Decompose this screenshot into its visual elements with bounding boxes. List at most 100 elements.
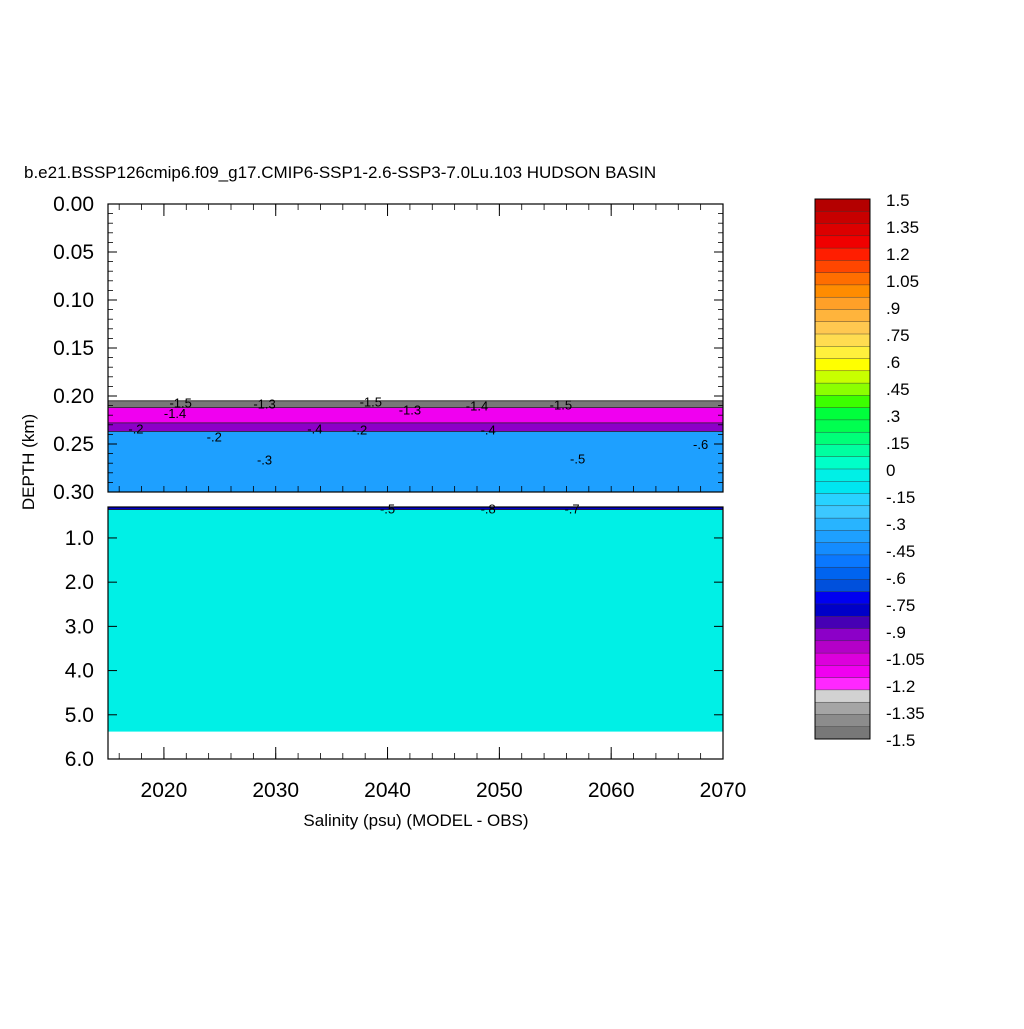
colorbar-swatch (814, 431, 871, 445)
colorbar-swatch (814, 211, 871, 225)
upper-panel-y-tick-label: 0.25 (53, 433, 94, 456)
colorbar-swatch (814, 358, 871, 372)
colorbar-swatch (814, 701, 871, 715)
colorbar-swatch (814, 677, 871, 691)
upper-panel-contour-label: -1.5 (550, 398, 572, 413)
colorbar-swatch (814, 591, 871, 605)
upper-panel-y-tick-label: 0.00 (53, 193, 94, 216)
colorbar-swatch (814, 493, 871, 507)
colorbar-label: -1.5 (886, 731, 915, 750)
lower-panel-contour-label: -.5 (380, 502, 395, 517)
upper-panel-y-tick-label: 0.15 (53, 337, 94, 360)
upper-panel-contour-label: -.3 (257, 452, 272, 467)
lower-panel-y-tick-label: 5.0 (65, 704, 94, 727)
x-axis: 2020 2030 2040 2050 2060 2070 (118, 204, 747, 802)
x-tick-label: 2070 (700, 779, 747, 802)
lower-panel-y-tick-label: 3.0 (65, 615, 94, 638)
colorbar-label: -.45 (886, 542, 915, 561)
lower-panel-y-tick-label: 4.0 (65, 660, 94, 683)
colorbar-label: -1.2 (886, 677, 915, 696)
colorbar-swatch (814, 235, 871, 249)
colorbar-label: -.6 (886, 569, 906, 588)
colorbar-label: 1.05 (886, 272, 919, 291)
colorbar-swatch (814, 628, 871, 642)
colorbar-swatch (814, 321, 871, 335)
upper-panel-contour-label: -1.5 (360, 395, 382, 410)
upper-panel: -1.5 -1.3 -1.5 -1.4 -1.5-1.3-1.4-.2-.2 -.2-.4… (53, 193, 724, 504)
colorbar-swatch (814, 468, 871, 482)
lower-panel-frame (107, 506, 724, 760)
colorbar-swatch (814, 247, 871, 261)
colorbar-swatch (814, 370, 871, 384)
colorbar-swatch (814, 444, 871, 458)
colorbar-swatch (814, 284, 871, 298)
chart-title: b.e21.BSSP126cmip6.f09_g17.CMIP6-SSP1-2.… (24, 163, 656, 182)
colorbar-swatch (814, 456, 871, 470)
colorbar-label: .3 (886, 407, 900, 426)
lower-panel-layer (108, 507, 723, 510)
colorbar-swatch (814, 505, 871, 519)
colorbar-swatch (814, 579, 871, 593)
upper-panel-layer (108, 422, 723, 432)
upper-panel-y-tick-label: 0.30 (53, 481, 94, 504)
upper-panel-y-tick-label: 0.10 (53, 289, 94, 312)
y-axis-label: DEPTH (km) (19, 414, 38, 510)
colorbar-swatch (814, 309, 871, 323)
colorbar-swatch (814, 407, 871, 421)
lower-panel: -.8 -.7 -.5 1.0 2.0 3.0 4.0 5.0 6.0 (65, 502, 724, 771)
colorbar-swatch (814, 223, 871, 237)
colorbar-swatch (814, 346, 871, 360)
upper-panel-contour-label: -.6 (693, 437, 708, 452)
upper-panel-contour-label: -.4 (481, 423, 496, 438)
x-tick-label: 2050 (476, 779, 523, 802)
colorbar-label: -.9 (886, 623, 906, 642)
lower-panel-contour-label: -.8 (481, 502, 496, 517)
upper-panel-contour-label: -1.3 (399, 402, 421, 417)
colorbar-label: 1.5 (886, 191, 910, 210)
colorbar-swatch (814, 603, 871, 617)
x-tick-label: 2040 (364, 779, 411, 802)
colorbar-swatch (814, 566, 871, 580)
colorbar-swatch (814, 481, 871, 495)
colorbar-swatch (814, 542, 871, 556)
upper-panel-contour-label: -1.4 (164, 406, 186, 421)
colorbar-swatch (814, 554, 871, 568)
colorbar-label: -.15 (886, 488, 915, 507)
lower-panel-layer (108, 509, 723, 732)
colorbar-swatch (814, 726, 871, 740)
upper-panel-contour-label: -1.5 (169, 396, 191, 411)
upper-panel-contour-label: -.2 (128, 422, 143, 437)
colorbar-swatch (814, 665, 871, 679)
upper-panel-contour-label: -.5 (570, 451, 585, 466)
colorbar-label: -1.05 (886, 650, 925, 669)
colorbar-swatch (814, 652, 871, 666)
colorbar-swatch (814, 616, 871, 630)
colorbar-swatch (814, 714, 871, 728)
colorbar: 1.5 1.35 1.2 1.05 .9 .75 .6 .45 .3 .15 0 -.15 -.3 -.4… (814, 191, 925, 750)
colorbar-swatch (814, 530, 871, 544)
colorbar-frame (814, 198, 871, 740)
colorbar-swatch (814, 198, 871, 212)
colorbar-label: .6 (886, 353, 900, 372)
upper-panel-contour-label: -.2 (207, 429, 222, 444)
upper-panel-contour-label: -1.4 (466, 399, 488, 414)
colorbar-swatch (814, 517, 871, 531)
colorbar-swatch (814, 640, 871, 654)
upper-panel-y-tick-label: 0.20 (53, 385, 94, 408)
colorbar-label: 0 (886, 461, 895, 480)
colorbar-swatch (814, 419, 871, 433)
upper-panel-contour-label: -.2 (352, 423, 367, 438)
x-tick-label: 2030 (252, 779, 299, 802)
colorbar-swatch (814, 395, 871, 409)
lower-panel-contour-label: -.7 (564, 502, 579, 517)
upper-panel-layer (108, 431, 723, 492)
colorbar-swatch (814, 272, 871, 286)
lower-panel-y-tick-label: 2.0 (65, 571, 94, 594)
x-tick-label: 2060 (588, 779, 635, 802)
colorbar-swatch (814, 689, 871, 703)
upper-panel-layer (108, 407, 723, 423)
colorbar-swatch (814, 296, 871, 310)
colorbar-label: -.3 (886, 515, 906, 534)
